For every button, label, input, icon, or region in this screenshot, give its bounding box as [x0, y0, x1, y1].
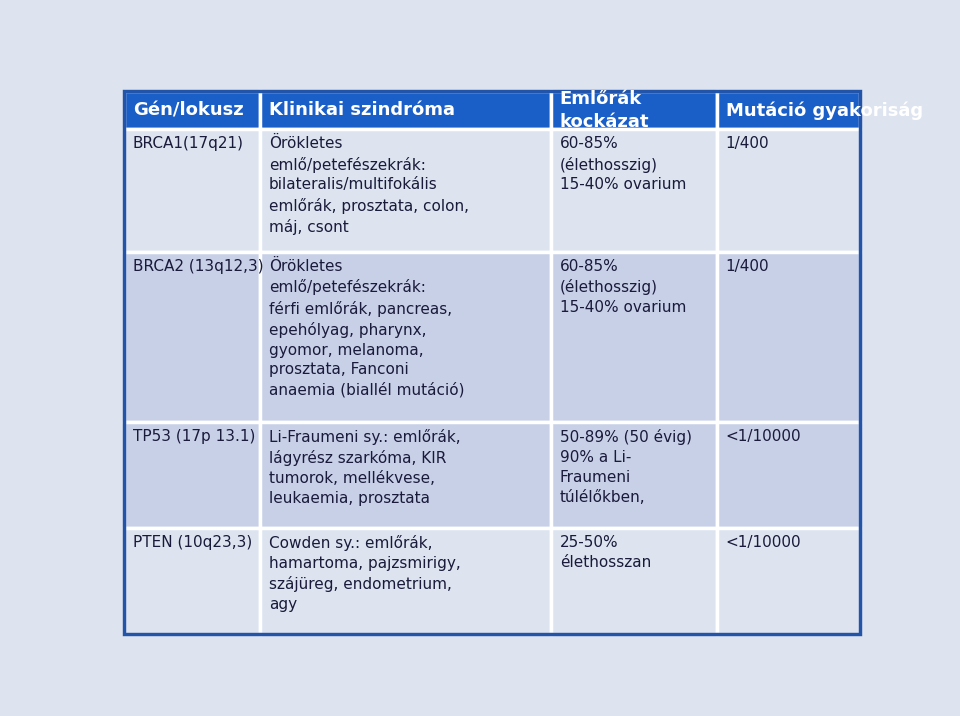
- Text: 50-89% (50 évig)
90% a Li-
Fraumeni
túlélőkben,: 50-89% (50 évig) 90% a Li- Fraumeni túlé…: [560, 429, 692, 505]
- Text: 60-85%
(élethosszig)
15-40% ovarium: 60-85% (élethosszig) 15-40% ovarium: [560, 259, 686, 315]
- Bar: [124, 129, 260, 252]
- Bar: [124, 92, 260, 129]
- Bar: [551, 92, 717, 129]
- Text: BRCA1(17q21): BRCA1(17q21): [132, 136, 244, 151]
- Bar: [260, 528, 551, 634]
- Text: Gén/lokusz: Gén/lokusz: [132, 102, 244, 120]
- Text: Mutáció gyakoriság: Mutáció gyakoriság: [726, 101, 923, 120]
- Bar: [260, 252, 551, 422]
- Text: 25-50%
élethosszan: 25-50% élethosszan: [560, 536, 651, 570]
- Text: 1/400: 1/400: [726, 136, 769, 151]
- Text: Emlőrák
kockázat: Emlőrák kockázat: [560, 90, 649, 131]
- Bar: [551, 252, 717, 422]
- Text: Li-Fraumeni sy.: emlőrák,
lágyrész szarkóma, KIR
tumorok, mellékvese,
leukaemia,: Li-Fraumeni sy.: emlőrák, lágyrész szark…: [269, 429, 461, 506]
- Bar: [717, 252, 860, 422]
- Bar: [551, 129, 717, 252]
- Bar: [717, 129, 860, 252]
- Bar: [124, 422, 260, 528]
- Bar: [260, 92, 551, 129]
- Text: BRCA2 (13q12,3): BRCA2 (13q12,3): [132, 259, 263, 274]
- Text: PTEN (10q23,3): PTEN (10q23,3): [132, 536, 252, 551]
- Text: <1/10000: <1/10000: [726, 536, 802, 551]
- Text: Örökletes
emlő/petefészekrák:
bilateralis/multifokális
emlőrák, prosztata, colon: Örökletes emlő/petefészekrák: bilaterali…: [269, 136, 468, 235]
- Bar: [124, 252, 260, 422]
- Text: Klinikai szindróma: Klinikai szindróma: [269, 102, 455, 120]
- Text: Örökletes
emlő/petefészekrák:
férfi emlőrák, pancreas,
epehólyag, pharynx,
gyomo: Örökletes emlő/petefészekrák: férfi emlő…: [269, 259, 465, 398]
- Text: 1/400: 1/400: [726, 259, 769, 274]
- Bar: [717, 92, 860, 129]
- Bar: [551, 528, 717, 634]
- Text: <1/10000: <1/10000: [726, 429, 802, 444]
- Text: 60-85%
(élethosszig)
15-40% ovarium: 60-85% (élethosszig) 15-40% ovarium: [560, 136, 686, 193]
- Bar: [124, 528, 260, 634]
- Bar: [551, 422, 717, 528]
- Bar: [260, 129, 551, 252]
- Bar: [717, 422, 860, 528]
- Text: Cowden sy.: emlőrák,
hamartoma, pajzsmirigy,
szájüreg, endometrium,
agy: Cowden sy.: emlőrák, hamartoma, pajzsmir…: [269, 536, 461, 612]
- Text: TP53 (17p 13.1): TP53 (17p 13.1): [132, 429, 255, 444]
- Bar: [717, 528, 860, 634]
- Bar: [260, 422, 551, 528]
